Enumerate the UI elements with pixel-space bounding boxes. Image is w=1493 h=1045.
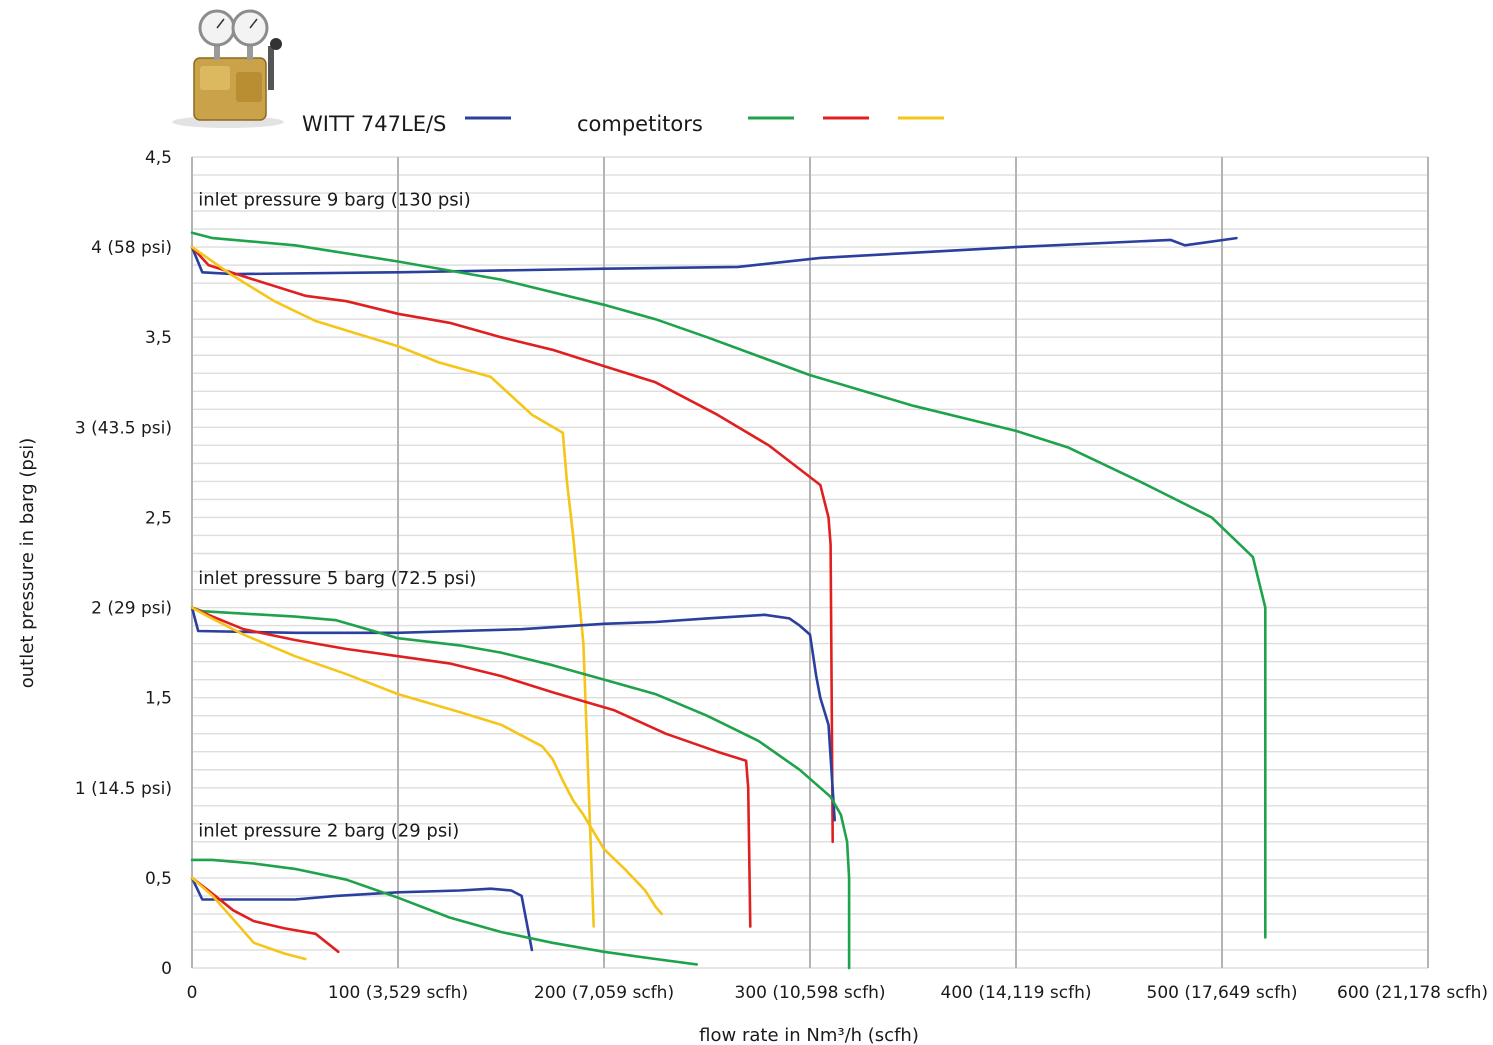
y-tick-label: 2 (29 psi) (91, 599, 172, 619)
x-axis-label: flow rate in Nm³/h (scfh) (699, 1025, 919, 1045)
x-tick-label: 500 (17,649 scfh) (1147, 983, 1298, 1003)
series-line-2-barg (192, 878, 338, 952)
annotations: inlet pressure 9 barg (130 psi) inlet pre… (198, 190, 476, 842)
y-tick-label: 0 (161, 959, 172, 979)
plot-series (192, 233, 1265, 968)
y-tick-label: 0,5 (145, 869, 172, 889)
x-tick-label: 100 (3,529 scfh) (328, 983, 468, 1003)
inlet-pressure-annotation: inlet pressure 2 barg (29 psi) (198, 820, 459, 841)
y-tick-label: 4,5 (145, 148, 172, 168)
y-tick-label: 1,5 (145, 689, 172, 709)
y-tick-label: 4 (58 psi) (91, 238, 172, 258)
x-tick-label: 300 (10,598 scfh) (735, 983, 886, 1003)
x-tick-label: 200 (7,059 scfh) (534, 983, 674, 1003)
x-tick-label: 0 (187, 983, 198, 1003)
x-tick-label: 400 (14,119 scfh) (941, 983, 1092, 1003)
x-tick-label: 600 (21,178 scfh) (1337, 983, 1488, 1003)
y-tick-label: 1 (14.5 psi) (75, 779, 172, 799)
series-line-9-barg (192, 238, 1236, 274)
inlet-pressure-annotation: inlet pressure 5 barg (72.5 psi) (198, 568, 476, 589)
series-line-9-barg (192, 247, 833, 842)
legend: WITT 747LE/S competitors (302, 112, 944, 136)
y-tick-label: 3 (43.5 psi) (75, 418, 172, 438)
inlet-pressure-annotation: inlet pressure 9 barg (130 psi) (198, 190, 471, 211)
plot-grid (192, 157, 1428, 968)
series-line-5-barg (192, 608, 750, 927)
y-axis-label: outlet pressure in barg (psi) (17, 438, 38, 688)
legend-competitors-label: competitors (577, 112, 703, 136)
regulator-product-image (172, 11, 284, 128)
legend-product-label: WITT 747LE/S (302, 112, 446, 136)
y-tick-label: 3,5 (145, 328, 172, 348)
y-tick-label: 2,5 (145, 508, 172, 528)
